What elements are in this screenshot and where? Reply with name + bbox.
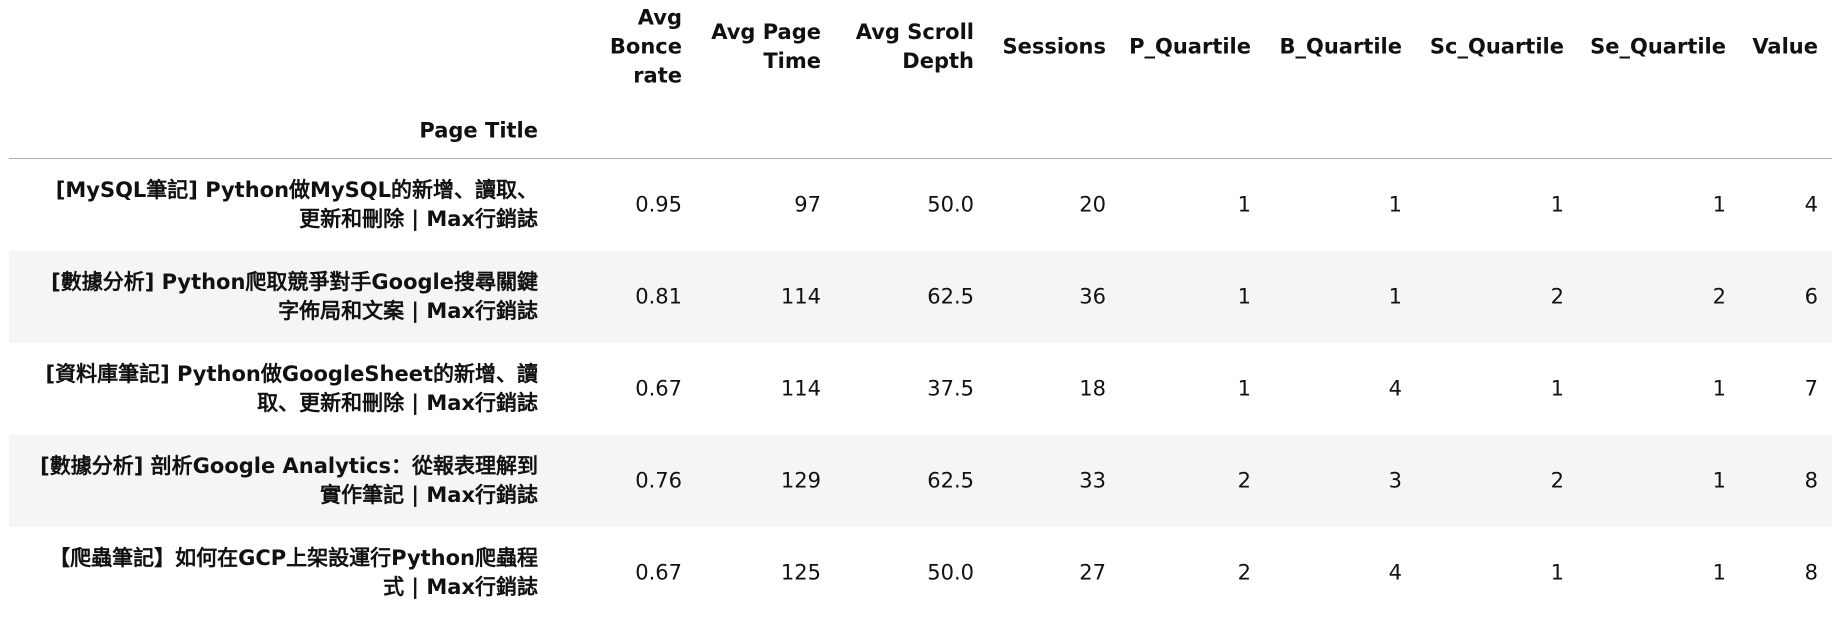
table-cell: 0.95 — [635, 192, 682, 217]
table-cell: 3 — [1388, 468, 1402, 493]
row-stripe — [9, 435, 1832, 527]
table-cell: 27 — [1079, 560, 1106, 585]
column-header: Sc_Quartile — [1429, 34, 1564, 59]
table-cell: 37.5 — [927, 376, 974, 401]
table-cell: 1 — [1388, 284, 1402, 309]
table-cell: 20 — [1079, 192, 1106, 217]
table-cell: 1 — [1712, 192, 1726, 217]
table-cell: 1 — [1237, 284, 1251, 309]
table-cell: 1 — [1712, 376, 1726, 401]
table-cell: 50.0 — [927, 192, 974, 217]
table-cell: 1 — [1550, 376, 1564, 401]
table-cell: 125 — [780, 560, 821, 585]
table-cell: 62.5 — [927, 468, 974, 493]
table-cell: 7 — [1804, 376, 1818, 401]
row-title: [數據分析] 剖析Google Analytics：從報表理解到實作筆記 | M… — [40, 454, 538, 507]
table-cell: 4 — [1388, 376, 1402, 401]
table-cell: 129 — [780, 468, 821, 493]
column-header: Avg Bonce rate — [609, 5, 682, 88]
table-cell: 1 — [1388, 192, 1402, 217]
table-cell: 0.67 — [635, 376, 682, 401]
column-header: B_Quartile — [1279, 34, 1402, 59]
table-cell: 1 — [1712, 468, 1726, 493]
column-header: P_Quartile — [1129, 34, 1251, 59]
row-title: [資料庫筆記] Python做GoogleSheet的新增、讀取、更新和刪除 |… — [45, 362, 538, 415]
table-cell: 4 — [1388, 560, 1402, 585]
row-title: 【爬蟲筆記】如何在GCP上架設運行Python爬蟲程式 | Max行銷誌 — [49, 546, 538, 599]
column-header: Sessions — [1002, 34, 1106, 59]
column-header: Avg Page Time — [711, 20, 821, 73]
table-cell: 4 — [1804, 192, 1818, 217]
table-cell: 2 — [1550, 468, 1564, 493]
table-cell: 114 — [780, 284, 821, 309]
table-cell: 1 — [1237, 376, 1251, 401]
table-cell: 97 — [794, 192, 821, 217]
index-header: Page Title — [419, 118, 538, 143]
table-cell: 1 — [1712, 560, 1726, 585]
table-cell: 18 — [1079, 376, 1106, 401]
header-rule — [9, 158, 1832, 159]
table-cell: 2 — [1237, 560, 1251, 585]
table-cell: 0.67 — [635, 560, 682, 585]
table-cell: 0.81 — [635, 284, 682, 309]
table-cell: 33 — [1079, 468, 1106, 493]
column-header: Value — [1752, 34, 1818, 59]
table-cell: 114 — [780, 376, 821, 401]
table-cell: 0.76 — [635, 468, 682, 493]
table-cell: 6 — [1804, 284, 1818, 309]
row-title: [MySQL筆記] Python做MySQL的新增、讀取、更新和刪除 | Max… — [55, 178, 538, 231]
table-cell: 8 — [1804, 468, 1818, 493]
table-cell: 62.5 — [927, 284, 974, 309]
table-cell: 2 — [1237, 468, 1251, 493]
table-cell: 8 — [1804, 560, 1818, 585]
column-header: Se_Quartile — [1590, 34, 1726, 59]
row-stripe — [9, 251, 1832, 343]
column-header: Avg Scroll Depth — [855, 20, 974, 73]
table-cell: 50.0 — [927, 560, 974, 585]
table-cell: 1 — [1550, 192, 1564, 217]
table-cell: 1 — [1550, 560, 1564, 585]
row-title: [數據分析] Python爬取競爭對手Google搜尋關鍵字佈局和文案 | Ma… — [51, 270, 538, 323]
table-cell: 1 — [1237, 192, 1251, 217]
table-cell: 2 — [1712, 284, 1726, 309]
table-cell: 36 — [1079, 284, 1106, 309]
table-cell: 2 — [1550, 284, 1564, 309]
